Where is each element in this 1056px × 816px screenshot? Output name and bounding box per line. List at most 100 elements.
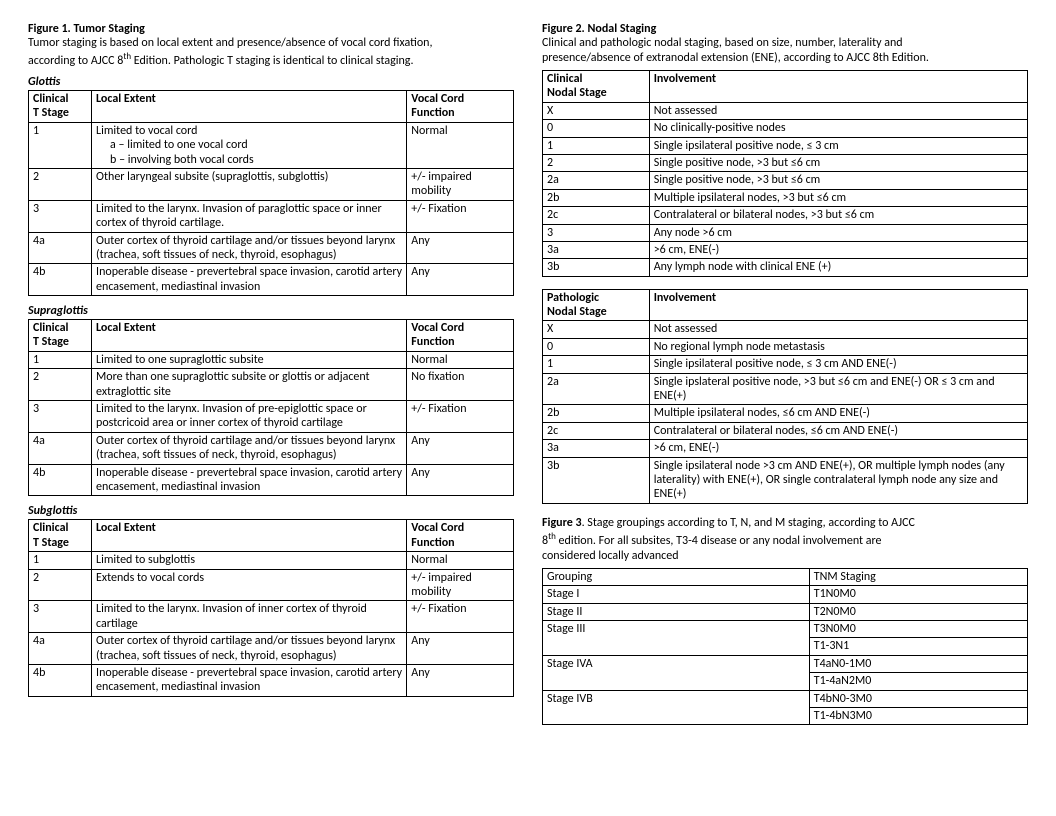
stage-grouping-table: Grouping TNM Staging Stage I T1N0M0 Stag… bbox=[542, 568, 1028, 726]
nodal-stage-cell: 2c bbox=[543, 207, 650, 224]
tstage-cell: 2 bbox=[29, 569, 92, 601]
tnm-cell: T2N0M0 bbox=[809, 603, 1027, 620]
function-cell: +/- Fixation bbox=[407, 200, 514, 232]
function-cell: Any bbox=[407, 664, 514, 696]
function-cell: No fixation bbox=[407, 369, 514, 401]
clinical-nodal-table: ClinicalNodal Stage Involvement X Not as… bbox=[542, 70, 1028, 277]
function-cell: Any bbox=[407, 232, 514, 264]
function-cell: Normal bbox=[407, 122, 514, 168]
fig1-caption: Tumor staging is based on local extent a… bbox=[28, 36, 514, 69]
grouping-cell bbox=[543, 707, 810, 724]
function-cell: +/- impaired mobility bbox=[407, 168, 514, 200]
nodal-stage-cell: 0 bbox=[543, 120, 650, 137]
spacer bbox=[542, 277, 1028, 289]
tstage-cell: 3 bbox=[29, 601, 92, 633]
fig2-heading: Figure 2. Nodal Staging bbox=[542, 22, 1028, 36]
function-cell: Normal bbox=[407, 552, 514, 569]
col-header-tnm: TNM Staging bbox=[809, 568, 1027, 585]
nodal-stage-cell: X bbox=[543, 321, 650, 338]
nodal-stage-cell: 3a bbox=[543, 440, 650, 457]
fig3-caption: Figure 3. Stage groupings according to T… bbox=[542, 516, 1028, 564]
involvement-cell: >6 cm, ENE(-) bbox=[649, 440, 1027, 457]
extent-cell: Outer cortex of thyroid cartilage and/or… bbox=[92, 633, 407, 665]
spacer bbox=[542, 504, 1028, 516]
subglottis-label: Subglottis bbox=[28, 504, 514, 518]
involvement-cell: Single positive node, >3 but ≤6 cm bbox=[649, 172, 1027, 189]
fig2-caption-line2: presence/absence of extranodal extension… bbox=[542, 51, 929, 65]
tstage-cell: 4b bbox=[29, 264, 92, 296]
tstage-cell: 2 bbox=[29, 369, 92, 401]
fig3-caption-a: . Stage groupings according to T, N, and… bbox=[582, 516, 915, 530]
grouping-cell: Stage III bbox=[543, 620, 810, 637]
grouping-cell bbox=[543, 638, 810, 655]
fig1-title-prefix: Figure 1. bbox=[28, 22, 73, 36]
tstage-cell: 4a bbox=[29, 232, 92, 264]
page: Figure 1. Tumor Staging Tumor staging is… bbox=[0, 0, 1056, 816]
involvement-cell: Single ipsilateral node >3 cm AND ENE(+)… bbox=[649, 457, 1027, 503]
nodal-stage-cell: 3b bbox=[543, 259, 650, 276]
extent-cell: Limited to vocal corda – limited to one … bbox=[92, 122, 407, 168]
glottis-label: Glottis bbox=[28, 75, 514, 89]
tnm-cell: T1-4bN3M0 bbox=[809, 707, 1027, 724]
grouping-cell bbox=[543, 673, 810, 690]
right-column: Figure 2. Nodal Staging Clinical and pat… bbox=[542, 22, 1028, 806]
grouping-cell: Stage II bbox=[543, 603, 810, 620]
involvement-cell: Any lymph node with clinical ENE (+) bbox=[649, 259, 1027, 276]
involvement-cell: Not assessed bbox=[649, 321, 1027, 338]
involvement-cell: Single positive node, >3 but ≤6 cm bbox=[649, 154, 1027, 171]
nodal-stage-cell: 2a bbox=[543, 172, 650, 189]
nodal-stage-cell: 3 bbox=[543, 224, 650, 241]
fig3-caption-sup: th bbox=[548, 531, 556, 542]
col-header-function: Vocal CordFunction bbox=[407, 520, 514, 552]
fig1-heading: Figure 1. Tumor Staging bbox=[28, 22, 514, 36]
fig1-caption-sup: th bbox=[123, 51, 131, 62]
supraglottis-table: ClinicalT Stage Local Extent Vocal CordF… bbox=[28, 319, 514, 496]
involvement-cell: No regional lymph node metastasis bbox=[649, 338, 1027, 355]
col-header-involvement: Involvement bbox=[649, 71, 1027, 103]
glottis-table: ClinicalT Stage Local Extent Vocal CordF… bbox=[28, 90, 514, 296]
extent-cell: Limited to one supraglottic subsite bbox=[92, 351, 407, 368]
function-cell: +/- Fixation bbox=[407, 601, 514, 633]
extent-cell: Limited to the larynx. Invasion of pre-e… bbox=[92, 401, 407, 433]
function-cell: Normal bbox=[407, 351, 514, 368]
col-header-extent: Local Extent bbox=[92, 91, 407, 123]
fig3-caption-b-tail: edition. For all subsites, T3-4 disease … bbox=[556, 534, 882, 548]
fig2-title-prefix: Figure 2. bbox=[542, 22, 587, 36]
col-header-tstage: ClinicalT Stage bbox=[29, 320, 92, 352]
tstage-cell: 2 bbox=[29, 168, 92, 200]
tstage-cell: 1 bbox=[29, 552, 92, 569]
nodal-stage-cell: 2a bbox=[543, 373, 650, 405]
involvement-cell: Contralateral or bilateral nodes, >3 but… bbox=[649, 207, 1027, 224]
nodal-stage-cell: 2 bbox=[543, 154, 650, 171]
fig1-title: Tumor Staging bbox=[73, 22, 144, 36]
extent-cell: More than one supraglottic subsite or gl… bbox=[92, 369, 407, 401]
nodal-stage-cell: 2b bbox=[543, 405, 650, 422]
col-header-extent: Local Extent bbox=[92, 520, 407, 552]
involvement-cell: Not assessed bbox=[649, 102, 1027, 119]
function-cell: Any bbox=[407, 432, 514, 464]
nodal-stage-cell: 0 bbox=[543, 338, 650, 355]
extent-cell: Outer cortex of thyroid cartilage and/or… bbox=[92, 232, 407, 264]
fig3-title-prefix: Figure 3 bbox=[542, 516, 582, 530]
tnm-cell: T1N0M0 bbox=[809, 586, 1027, 603]
tstage-cell: 4b bbox=[29, 464, 92, 496]
left-column: Figure 1. Tumor Staging Tumor staging is… bbox=[28, 22, 514, 806]
col-header-nodal-stage: PathologicNodal Stage bbox=[543, 289, 650, 321]
col-header-extent: Local Extent bbox=[92, 320, 407, 352]
tstage-cell: 4a bbox=[29, 633, 92, 665]
fig1-caption-line1: Tumor staging is based on local extent a… bbox=[28, 36, 432, 50]
involvement-cell: Multiple ipsilateral nodes, ≤6 cm AND EN… bbox=[649, 405, 1027, 422]
supraglottis-label: Supraglottis bbox=[28, 304, 514, 318]
fig1-caption-line2b: Edition. Pathologic T staging is identic… bbox=[131, 54, 413, 68]
col-header-function: Vocal CordFunction bbox=[407, 91, 514, 123]
extent-cell: Inoperable disease - prevertebral space … bbox=[92, 464, 407, 496]
extent-cell: Limited to the larynx. Invasion of parag… bbox=[92, 200, 407, 232]
tnm-cell: T1-4aN2M0 bbox=[809, 673, 1027, 690]
col-header-involvement: Involvement bbox=[649, 289, 1027, 321]
involvement-cell: >6 cm, ENE(-) bbox=[649, 241, 1027, 258]
fig2-caption-line1: Clinical and pathologic nodal staging, b… bbox=[542, 36, 903, 50]
tstage-cell: 1 bbox=[29, 122, 92, 168]
tstage-cell: 1 bbox=[29, 351, 92, 368]
col-header-nodal-stage: ClinicalNodal Stage bbox=[543, 71, 650, 103]
tnm-cell: T4aN0-1M0 bbox=[809, 655, 1027, 672]
